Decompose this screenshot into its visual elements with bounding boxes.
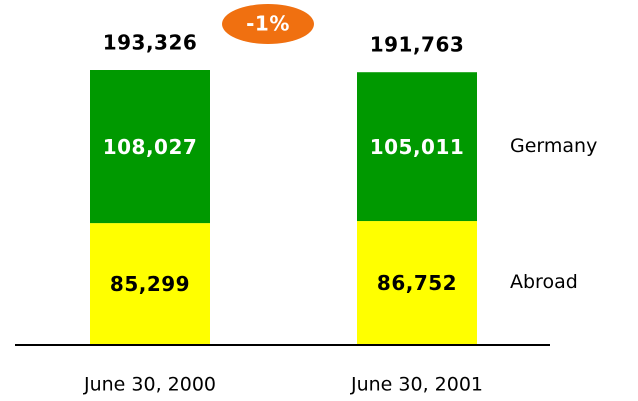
total-label: 191,763 — [370, 33, 465, 57]
bar-segment — [357, 72, 477, 222]
bar-segment — [90, 223, 210, 344]
value-label: 86,752 — [377, 271, 457, 295]
x-tick-label: June 30, 2000 — [83, 374, 216, 396]
legend-label: Germany — [510, 135, 597, 157]
bar-segment — [357, 221, 477, 344]
legend-label: Abroad — [510, 271, 578, 293]
value-label: 105,011 — [370, 135, 465, 159]
total-label: 193,326 — [103, 31, 198, 55]
value-label: 108,027 — [103, 135, 198, 159]
annotation: -1% — [246, 12, 290, 36]
annotation-badge — [222, 4, 314, 44]
x-tick-label: June 30, 2001 — [350, 374, 483, 396]
bar-segment — [90, 70, 210, 224]
value-label: 85,299 — [110, 272, 190, 296]
